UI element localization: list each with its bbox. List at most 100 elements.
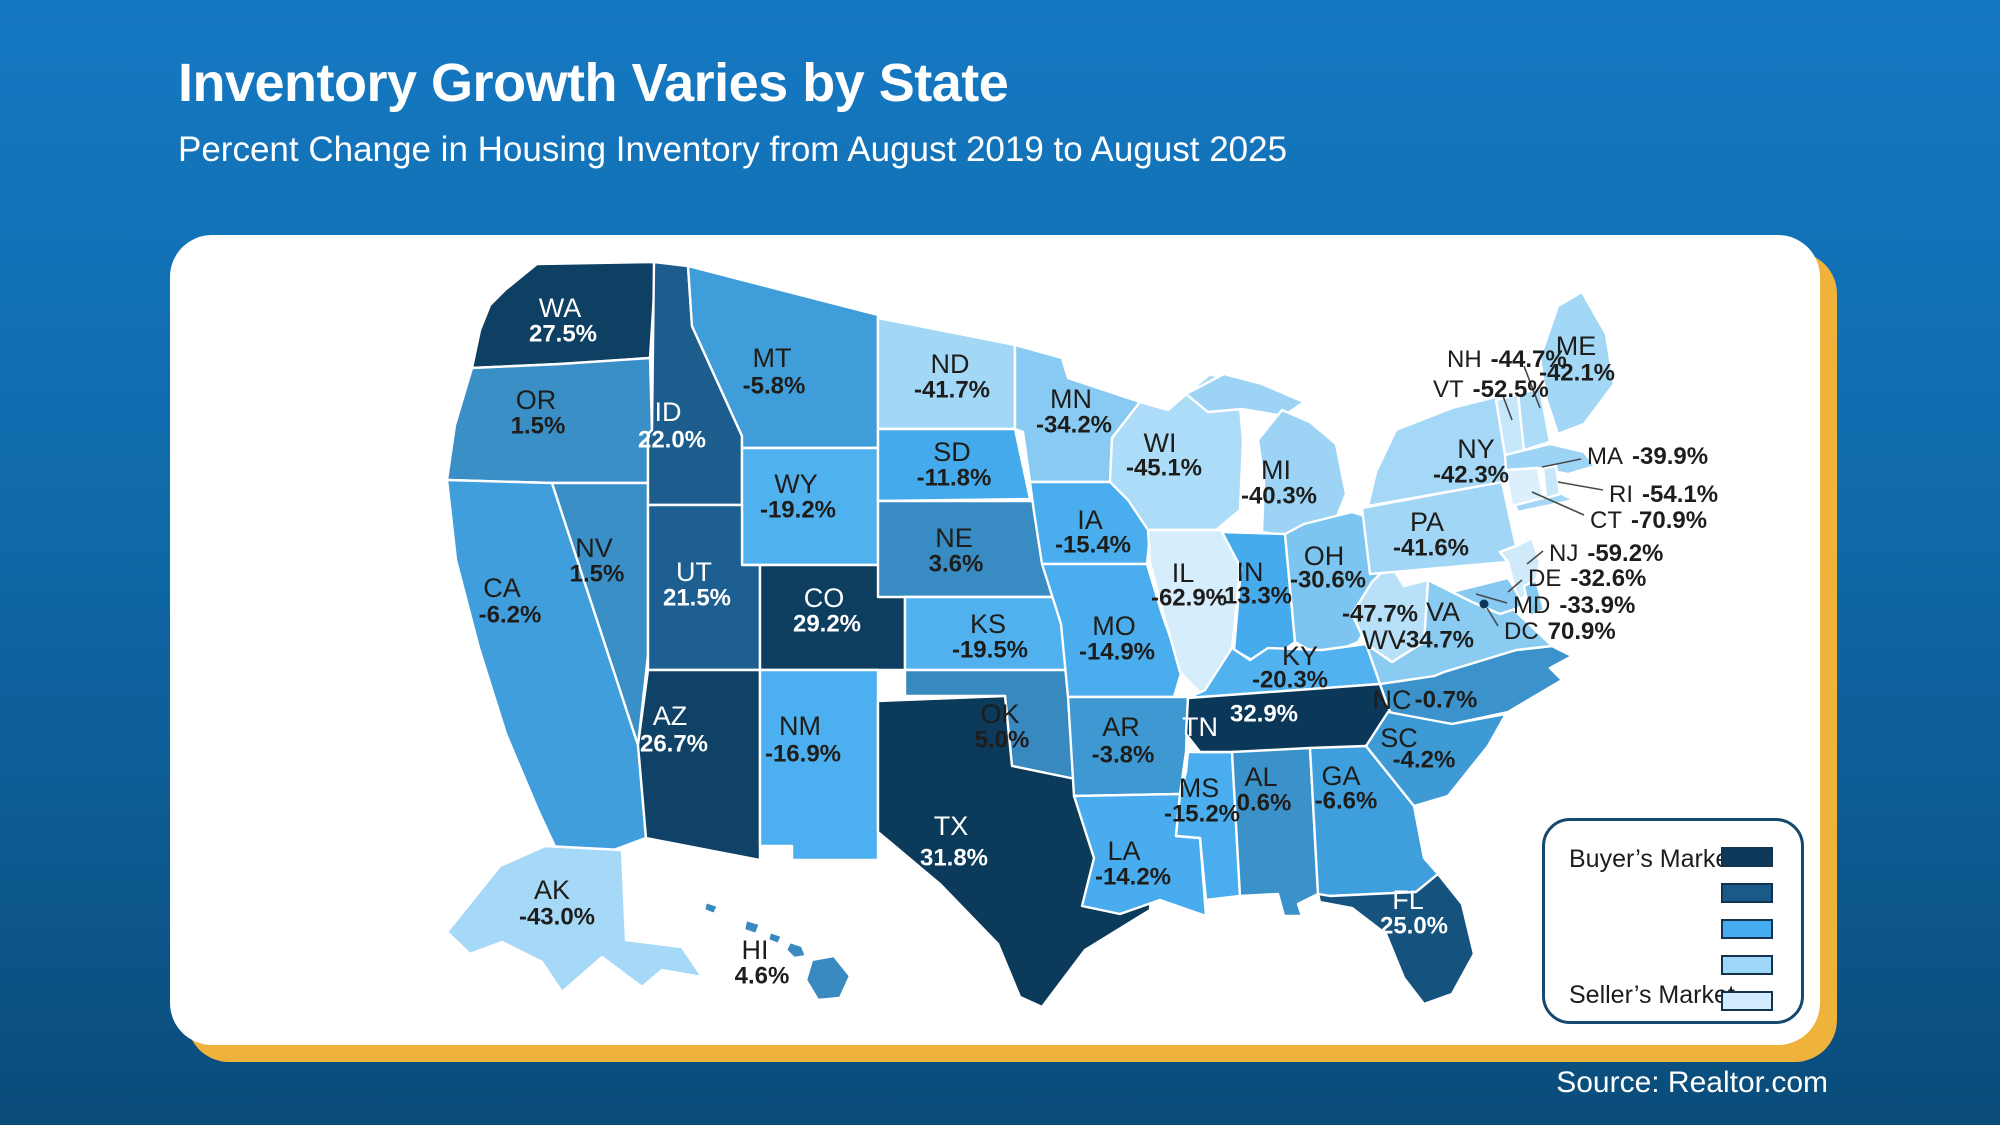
state-value-SD: -11.8% — [917, 465, 992, 492]
state-value-SC: -4.2% — [1393, 747, 1456, 774]
state-abbr-ND: ND — [931, 349, 970, 379]
state-abbr-FL: FL — [1392, 885, 1424, 915]
state-abbr-MO: MO — [1092, 611, 1136, 641]
state-shape-DE — [1522, 578, 1546, 618]
state-abbr-SD: SD — [933, 437, 971, 467]
state-abbr-WI: WI — [1144, 428, 1177, 458]
state-abbr-TX: TX — [934, 811, 969, 841]
state-value-IA: -15.4% — [1055, 532, 1131, 559]
state-value-HI: 4.6% — [735, 963, 790, 990]
state-abbr-VA: VA — [1426, 597, 1460, 627]
state-abbr-NY: NY — [1457, 434, 1495, 464]
state-label-MA: MA -39.9% — [1587, 443, 1708, 470]
legend-swatches — [1721, 821, 1775, 1021]
state-label-DC: DC 70.9% — [1504, 618, 1616, 645]
state-value-MS: -15.2% — [1164, 801, 1240, 828]
state-value-AR: -3.8% — [1092, 742, 1155, 769]
state-abbr-IA: IA — [1077, 505, 1103, 535]
state-label-MD: MD -33.9% — [1513, 592, 1635, 619]
state-abbr-ID: ID — [655, 397, 682, 427]
leader-line-NH — [1523, 365, 1541, 409]
leader-line-VT — [1502, 395, 1513, 421]
legend-swatch-2 — [1721, 883, 1773, 903]
state-value-UT: 21.5% — [663, 585, 731, 612]
state-abbr-OR: OR — [516, 385, 557, 415]
state-shape-AK — [445, 844, 704, 994]
legend-swatch-1 — [1721, 847, 1773, 867]
state-abbr-AK: AK — [534, 875, 570, 905]
legend-label-buyers-market: Buyer’s Market — [1569, 845, 1737, 873]
state-shape-SD — [876, 427, 1032, 503]
state-abbr-CO: CO — [804, 583, 845, 613]
state-shape-NM — [758, 668, 880, 862]
state-abbr-AR: AR — [1102, 712, 1140, 742]
state-value-TX: 31.8% — [920, 845, 988, 872]
state-shape-HI-1 — [702, 900, 720, 916]
state-abbr-UT: UT — [676, 557, 712, 587]
state-value-MT: -5.8% — [743, 373, 806, 400]
state-abbr-ME: ME — [1556, 331, 1597, 361]
state-value-KS: -19.5% — [952, 637, 1028, 664]
state-value-CO: 29.2% — [793, 611, 861, 638]
state-abbr-MN: MN — [1050, 384, 1092, 414]
state-abbr-NC: NC — [1373, 685, 1412, 715]
state-abbr-OH: OH — [1304, 541, 1345, 571]
state-value-IL: -62.9% — [1151, 585, 1227, 612]
state-abbr-WV: WV — [1362, 625, 1406, 655]
header: Inventory Growth Varies by State Percent… — [178, 52, 1287, 170]
state-value-NM: -16.9% — [765, 741, 841, 768]
state-shape-HI-4 — [784, 940, 808, 960]
state-shape-ME — [1538, 290, 1616, 436]
state-shape-AR — [1066, 695, 1190, 798]
state-value-AZ: 26.7% — [640, 731, 708, 758]
page-subtitle: Percent Change in Housing Inventory from… — [178, 130, 1288, 169]
state-abbr-HI: HI — [742, 935, 769, 965]
legend-box: Buyer’s Market Seller’s Market — [1542, 818, 1804, 1024]
state-shape-TX — [876, 694, 1157, 1009]
state-value-OR: 1.5% — [511, 413, 566, 440]
state-abbr-KY: KY — [1282, 641, 1318, 671]
state-value-ND: -41.7% — [914, 377, 990, 404]
state-abbr-AL: AL — [1244, 762, 1277, 792]
state-abbr-NV: NV — [575, 533, 613, 563]
state-value-ME: -42.1% — [1539, 360, 1615, 387]
state-abbr-WA: WA — [539, 293, 582, 323]
state-value-OH: -30.6% — [1290, 567, 1366, 594]
page-title: Inventory Growth Varies by State — [178, 53, 1009, 113]
state-shape-RI — [1541, 464, 1562, 500]
state-abbr-NE: NE — [935, 523, 973, 553]
state-label-RI: RI -54.1% — [1609, 481, 1718, 508]
state-shape-SC — [1364, 710, 1508, 808]
state-value-GA: -6.6% — [1315, 788, 1378, 815]
state-value-MO: -14.9% — [1079, 639, 1155, 666]
state-abbr-GA: GA — [1321, 761, 1360, 791]
source-text: Source: Realtor.com — [1556, 1066, 1828, 1099]
state-label-DE: DE -32.6% — [1528, 565, 1646, 592]
state-value-WV: -47.7% — [1342, 601, 1418, 628]
state-abbr-LA: LA — [1107, 836, 1140, 866]
state-abbr-AZ: AZ — [653, 701, 688, 731]
legend-swatch-4 — [1721, 955, 1773, 975]
leader-line-MA — [1541, 458, 1582, 468]
state-abbr-CA: CA — [483, 573, 521, 603]
state-abbr-IN: IN — [1237, 557, 1264, 587]
state-value-NE: 3.6% — [929, 551, 984, 578]
state-abbr-MS: MS — [1179, 773, 1220, 803]
state-value-LA: -14.2% — [1095, 864, 1171, 891]
state-abbr-KS: KS — [970, 609, 1006, 639]
leader-line-DE — [1507, 579, 1523, 593]
state-abbr-IL: IL — [1172, 558, 1195, 588]
state-shape-CT — [1504, 466, 1545, 508]
state-value-WY: -19.2% — [760, 497, 836, 524]
state-shape-FL — [1316, 872, 1476, 1006]
leader-line-MD — [1475, 593, 1508, 604]
state-shape-MI-1 — [1184, 372, 1306, 418]
state-value-KY: -20.3% — [1252, 667, 1328, 694]
state-value-ID: 22.0% — [638, 427, 706, 454]
state-abbr-SC: SC — [1380, 723, 1418, 753]
state-abbr-OK: OK — [980, 699, 1019, 729]
state-value-CA: -6.2% — [479, 602, 542, 629]
state-abbr-NM: NM — [779, 711, 821, 741]
leader-line-RI — [1557, 481, 1604, 491]
state-label-VT: VT -52.5% — [1433, 376, 1549, 403]
